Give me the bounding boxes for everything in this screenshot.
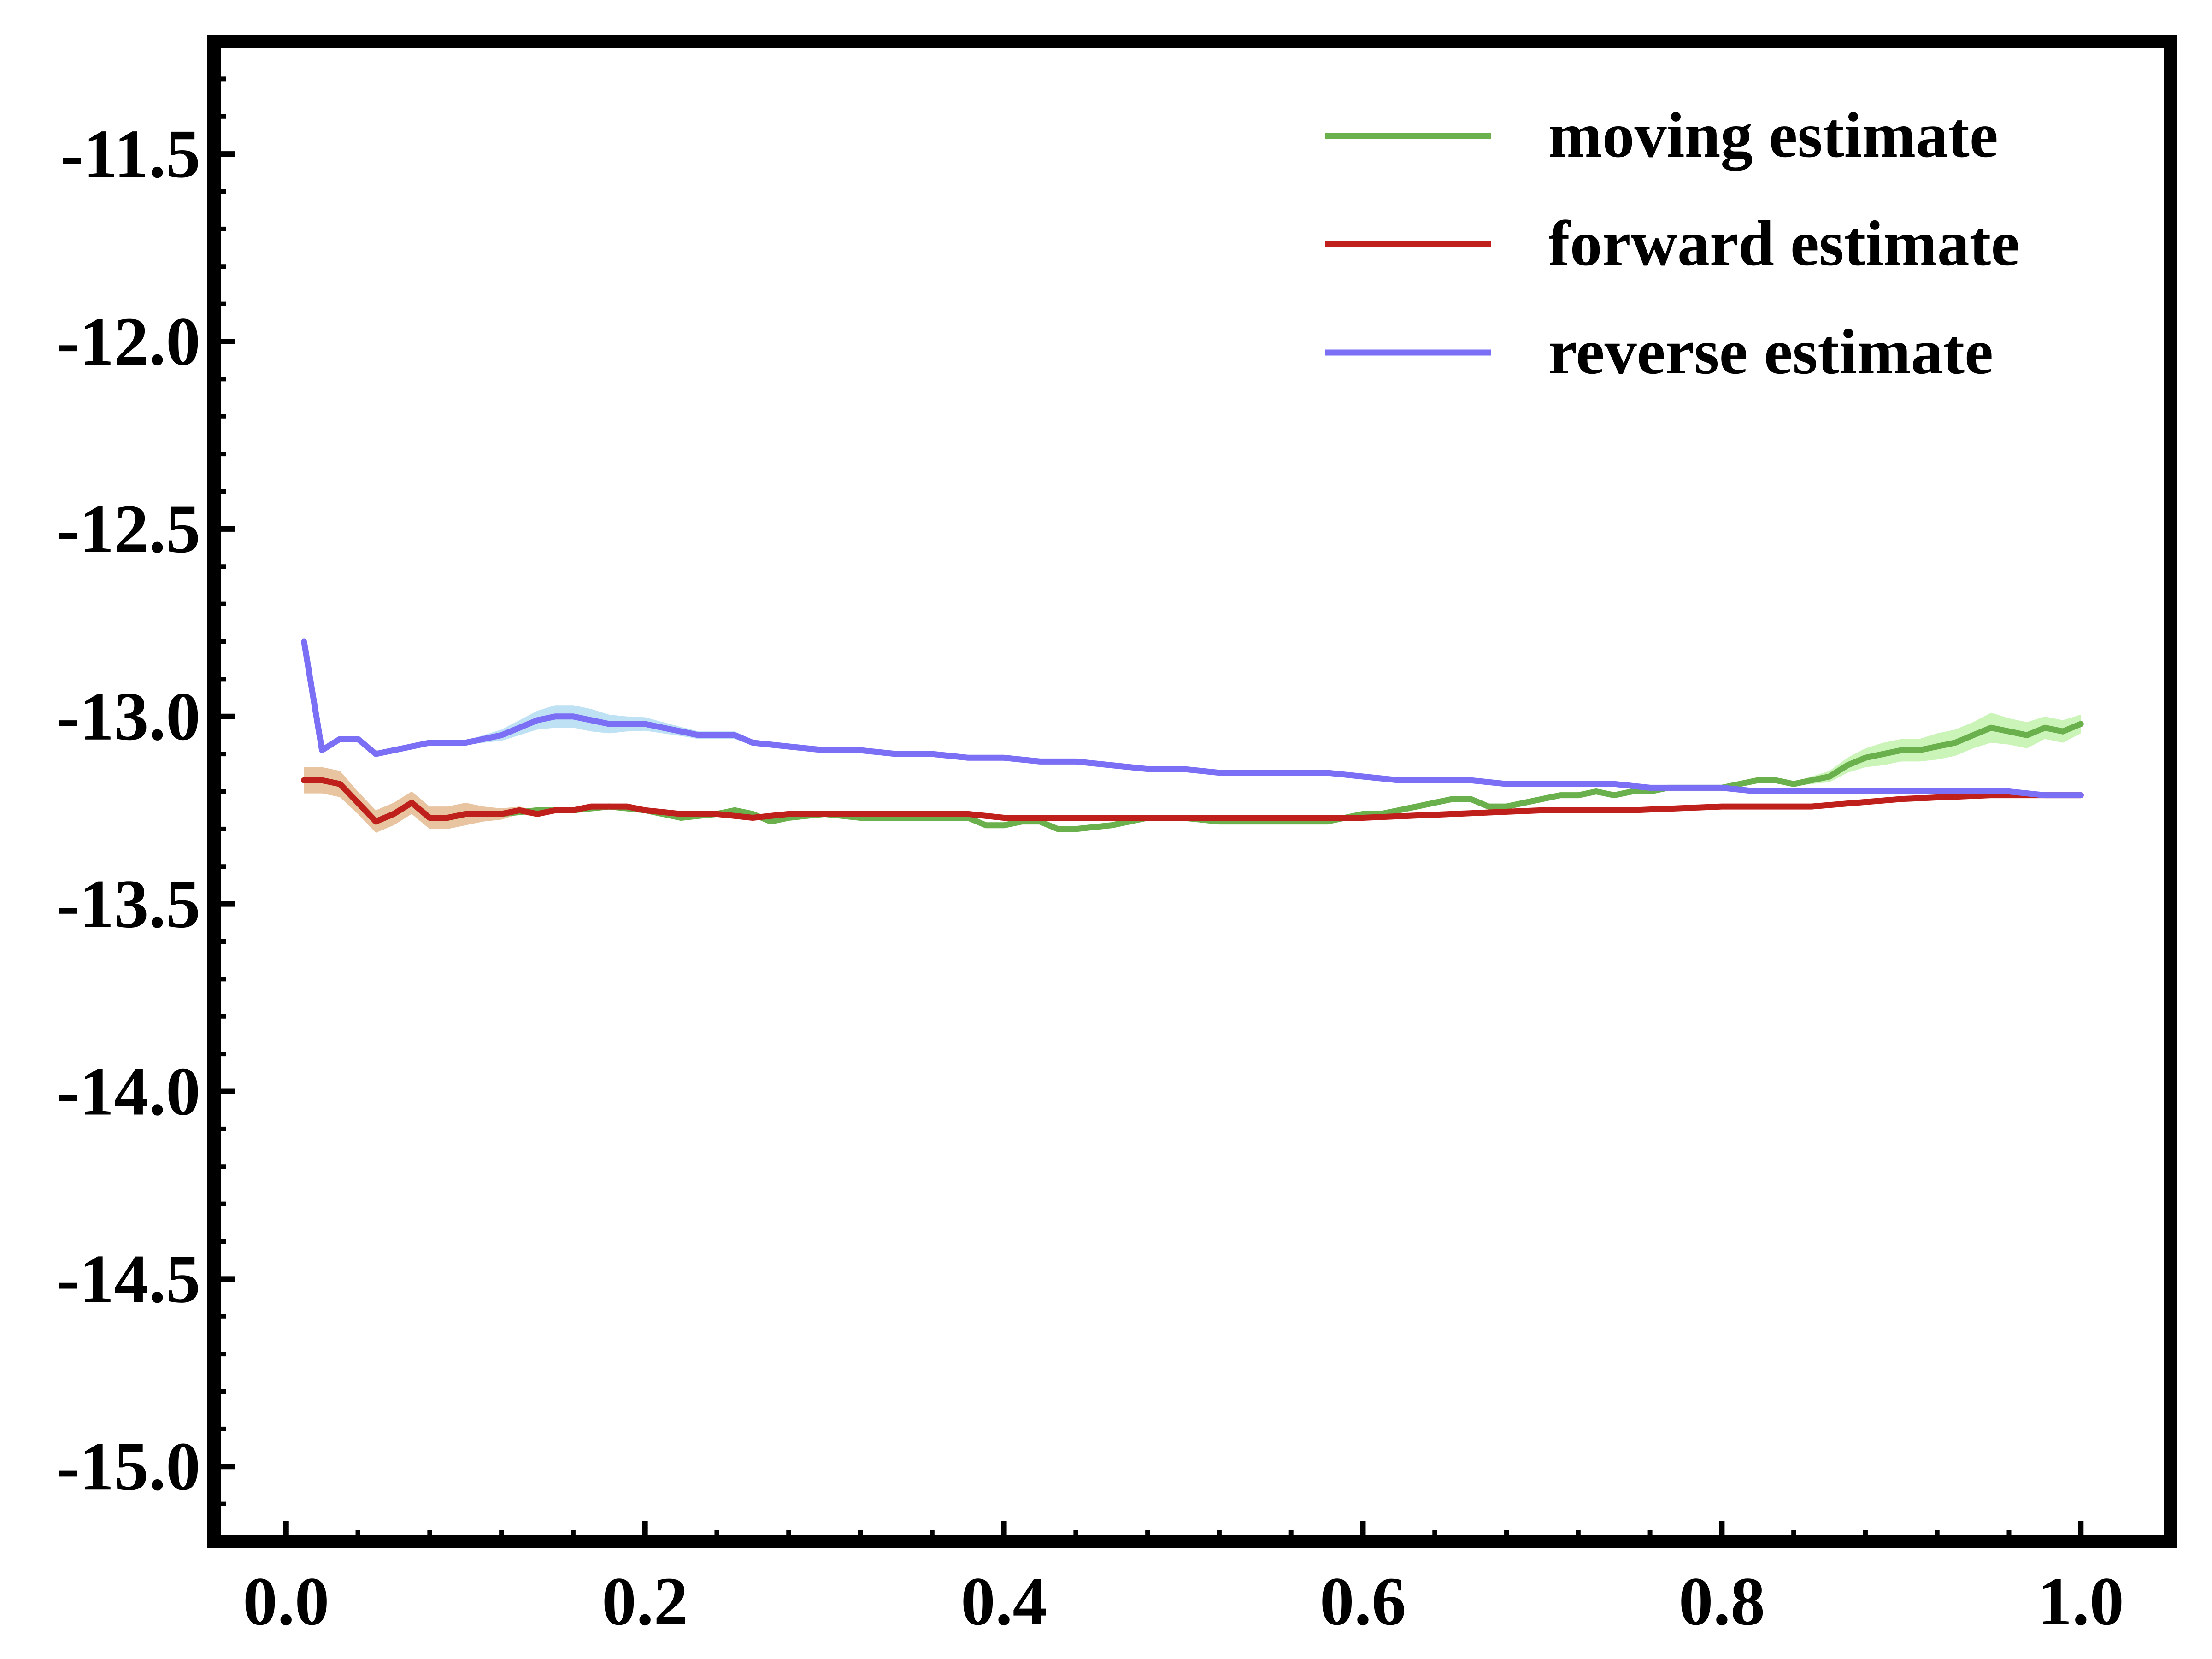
x-tick-label: 0.0: [243, 1563, 329, 1640]
legend-label-reverse-estimate: reverse estimate: [1548, 316, 1993, 388]
x-tick-label: 1.0: [2038, 1563, 2124, 1640]
y-tick-label: -11.5: [60, 116, 200, 192]
legend-label-moving-estimate: moving estimate: [1548, 100, 1998, 171]
x-tick-label: 0.2: [602, 1563, 688, 1640]
y-tick-label: -13.0: [57, 678, 200, 755]
legend: moving estimate forward estimate reverse e…: [1325, 100, 2019, 388]
y-tick-label: -15.0: [57, 1428, 200, 1505]
y-tick-label: -14.0: [57, 1053, 200, 1130]
y-tick-label: -13.5: [57, 866, 200, 942]
plot-frame: [207, 35, 2177, 1548]
y-tick-label: -12.5: [57, 491, 200, 567]
y-tick-label: -12.0: [57, 303, 200, 380]
x-tick-label: 0.4: [961, 1563, 1047, 1640]
axis-tick-labels: 0.0 0.2 0.4 0.6 0.8 1.0 -15.0 -14.5 -14.0 -13.5 -1…: [57, 116, 2124, 1640]
series-lines: [301, 638, 2084, 832]
x-tick-label: 0.8: [1679, 1563, 1765, 1640]
legend-label-forward-estimate: forward estimate: [1548, 208, 2019, 279]
y-tick-label: -14.5: [57, 1241, 200, 1317]
series-line-forward-estimate: [301, 777, 2084, 825]
x-tick-label: 0.6: [1320, 1563, 1406, 1640]
series-line-reverse-estimate: [301, 638, 2084, 799]
